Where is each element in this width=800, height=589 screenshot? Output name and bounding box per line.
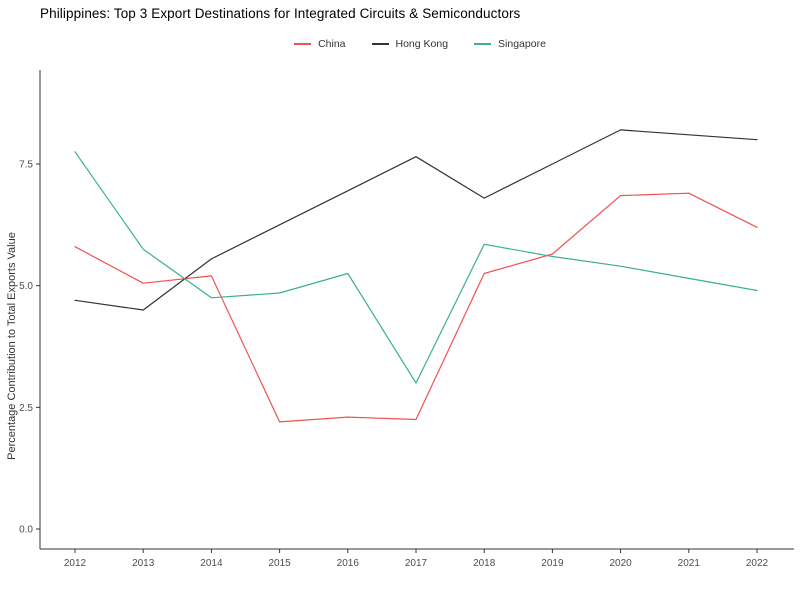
x-axis-tick-label: 2019 — [541, 558, 564, 569]
y-axis-title: Percentage Contribution to Total Exports… — [6, 232, 18, 460]
series-line-hong-kong — [74, 129, 758, 311]
x-axis-tick-label: 2021 — [678, 558, 701, 569]
legend-label-hong-kong: Hong Kong — [395, 38, 449, 50]
y-axis-tick-label: 2.5 — [19, 403, 33, 414]
x-axis-tick-label: 2014 — [200, 558, 223, 569]
legend-label-china: China — [318, 38, 346, 50]
legend-key-line-singapore — [474, 43, 492, 45]
x-axis-tick-label: 2017 — [405, 558, 428, 569]
y-axis-tick-label: 5.0 — [19, 281, 33, 292]
series-line-singapore — [74, 151, 758, 384]
x-axis-tick-label: 2012 — [64, 558, 87, 569]
x-axis-tick-label: 2020 — [609, 558, 632, 569]
y-axis-tick-label: 0.0 — [19, 525, 33, 536]
x-axis-tick-label: 2016 — [337, 558, 360, 569]
x-axis-tick-label: 2018 — [473, 558, 496, 569]
series-line-china — [74, 192, 758, 423]
legend-label-singapore: Singapore — [498, 38, 546, 50]
y-axis-tick-label: 7.5 — [19, 159, 33, 170]
chart-title: Philippines: Top 3 Export Destinations f… — [40, 6, 521, 21]
legend-key-line-china — [294, 43, 312, 45]
legend-item-singapore: Singapore — [474, 38, 546, 50]
x-axis-tick-label: 2022 — [746, 558, 769, 569]
chart-legend: China Hong Kong Singapore — [0, 38, 800, 50]
x-axis-tick-label: 2015 — [268, 558, 291, 569]
legend-item-china: China — [294, 38, 346, 50]
legend-key-line-hong-kong — [371, 43, 389, 45]
x-axis-tick-label: 2013 — [132, 558, 155, 569]
legend-item-hong-kong: Hong Kong — [371, 38, 449, 50]
